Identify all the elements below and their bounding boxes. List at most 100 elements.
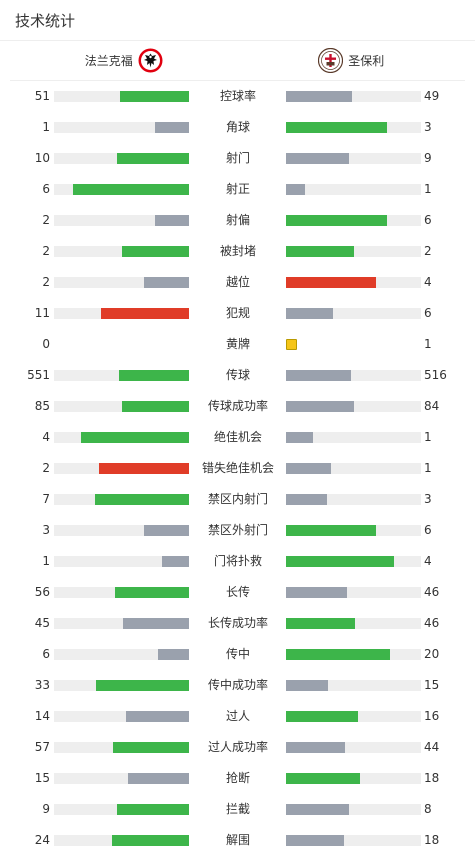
stat-row: 3 禁区外射门 6: [0, 515, 475, 546]
stat-row: 0 黄牌 1: [0, 329, 475, 360]
home-bar-track: [54, 680, 189, 691]
home-value: 24: [34, 833, 50, 847]
away-bar-fill: [286, 649, 390, 660]
home-bar-track: [54, 649, 189, 660]
away-bar-fill: [286, 680, 328, 691]
stat-row: 33 传中成功率 15: [0, 670, 475, 701]
away-bar-track: [286, 463, 421, 474]
stat-label: 传球成功率: [207, 399, 268, 413]
stat-label: 越位: [225, 275, 250, 289]
stat-label: 射门: [225, 151, 250, 165]
home-bar-fill: [117, 804, 189, 815]
home-value: 2: [42, 244, 50, 258]
away-value: 3: [424, 120, 432, 134]
home-bar-fill: [155, 122, 189, 133]
stat-label: 禁区内射门: [207, 492, 268, 506]
home-bar-track: [54, 556, 189, 567]
home-value: 3: [42, 523, 50, 537]
stat-row: 14 过人 16: [0, 701, 475, 732]
home-bar-fill: [113, 742, 189, 753]
home-bar-fill: [112, 835, 189, 846]
home-bar-track: [54, 370, 189, 381]
away-bar-track: [286, 184, 421, 195]
home-value: 15: [34, 771, 50, 785]
yellow-card-icon: [286, 339, 297, 350]
home-value: 551: [27, 368, 50, 382]
stat-label: 传中: [225, 647, 250, 661]
home-value: 10: [34, 151, 50, 165]
stat-label: 门将扑救: [213, 554, 262, 568]
stat-row: 45 长传成功率 46: [0, 608, 475, 639]
away-value: 46: [424, 585, 440, 599]
away-bar-track: [286, 308, 421, 319]
stat-row: 1 角球 3: [0, 112, 475, 143]
away-bar-fill: [286, 556, 394, 567]
page-title: 技术统计: [15, 11, 76, 30]
home-value: 6: [42, 647, 50, 661]
home-value: 85: [34, 399, 50, 413]
away-bar-fill: [286, 587, 347, 598]
away-value: 84: [424, 399, 440, 413]
away-bar-fill: [286, 277, 377, 288]
away-bar-fill: [286, 525, 377, 536]
home-value: 56: [34, 585, 50, 599]
home-value: 51: [34, 89, 50, 103]
stat-label: 被封堵: [219, 244, 256, 258]
away-bar-fill: [286, 432, 313, 443]
home-value: 9: [42, 802, 50, 816]
stat-label: 长传成功率: [207, 616, 268, 630]
home-bar-fill: [144, 277, 189, 288]
stat-label: 控球率: [219, 89, 256, 103]
home-bar-fill: [122, 618, 189, 629]
stat-label: 黄牌: [225, 337, 250, 351]
away-value: 15: [424, 678, 440, 692]
home-bar-track: [54, 339, 189, 350]
stat-row: 7 禁区内射门 3: [0, 484, 475, 515]
home-bar-fill: [117, 153, 189, 164]
away-value: 49: [424, 89, 440, 103]
home-value: 2: [42, 275, 50, 289]
stat-row: 551 传球 516: [0, 360, 475, 391]
skull-crest-icon: [318, 48, 344, 73]
away-team[interactable]: 圣保利: [238, 48, 466, 73]
home-value: 6: [42, 182, 50, 196]
stat-label: 射偏: [225, 213, 250, 227]
away-bar-fill: [286, 401, 354, 412]
home-bar-track: [54, 587, 189, 598]
away-bar-fill: [286, 804, 350, 815]
away-bar-track: [286, 91, 421, 102]
home-bar-track: [54, 835, 189, 846]
away-value: 3: [424, 492, 432, 506]
away-bar-track: [286, 153, 421, 164]
home-value: 1: [42, 120, 50, 134]
home-bar-track: [54, 308, 189, 319]
away-value: 6: [424, 523, 432, 537]
home-value: 14: [34, 709, 50, 723]
home-bar-fill: [95, 680, 189, 691]
away-value: 16: [424, 709, 440, 723]
home-bar-track: [54, 742, 189, 753]
away-bar-fill: [286, 618, 355, 629]
home-bar-fill: [121, 246, 189, 257]
away-bar-track: [286, 215, 421, 226]
away-value: 1: [424, 430, 432, 444]
home-value: 2: [42, 461, 50, 475]
stat-row: 1 门将扑救 4: [0, 546, 475, 577]
stat-row: 56 长传 46: [0, 577, 475, 608]
home-team[interactable]: 法兰克福: [10, 48, 238, 73]
stat-label: 拦截: [225, 802, 250, 816]
home-bar-track: [54, 463, 189, 474]
stat-label: 抢断: [225, 771, 250, 785]
home-bar-fill: [157, 649, 189, 660]
away-bar-fill: [286, 711, 358, 722]
away-value: 1: [424, 461, 432, 475]
home-bar-fill: [101, 308, 189, 319]
away-value: 18: [424, 771, 440, 785]
home-team-name: 法兰克福: [84, 54, 133, 68]
away-value: 1: [424, 337, 432, 351]
away-bar-fill: [286, 308, 334, 319]
away-bar-track: [286, 773, 421, 784]
stat-label: 禁区外射门: [207, 523, 268, 537]
away-bar-track: [286, 370, 421, 381]
home-bar-track: [54, 215, 189, 226]
